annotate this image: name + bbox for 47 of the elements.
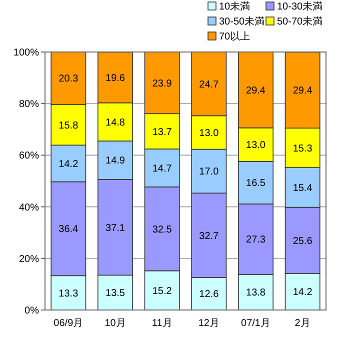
data-label: 14.8: [106, 117, 126, 128]
data-label: 14.2: [58, 158, 79, 170]
data-label: 15.2: [152, 286, 172, 297]
legend-label: 70以上: [219, 30, 250, 42]
legend-label: 10-30未満: [277, 0, 323, 12]
x-tick-label: 07/1月: [241, 318, 270, 329]
data-label: 24.7: [199, 79, 220, 90]
data-label: 12.6: [199, 289, 220, 300]
y-tick-label: 60%: [18, 150, 40, 162]
y-tick-label: 100%: [13, 48, 40, 58]
y-tick-label: 0%: [24, 306, 40, 316]
x-tick-label: 12月: [198, 318, 220, 329]
data-label: 20.3: [58, 74, 79, 85]
x-tick-label: 2月: [294, 318, 310, 329]
data-label: 23.9: [152, 78, 172, 90]
data-label: 13.7: [152, 126, 172, 138]
data-label: 32.7: [199, 230, 220, 242]
data-label: 17.0: [199, 166, 220, 178]
data-label: 13.8: [246, 288, 266, 299]
data-label: 16.5: [246, 178, 266, 190]
data-label: 29.4: [246, 85, 266, 96]
data-label: 13.0: [246, 140, 266, 152]
data-label: 37.1: [106, 222, 126, 234]
data-label: 36.4: [58, 224, 79, 236]
data-label: 15.8: [58, 120, 79, 132]
data-label: 32.5: [152, 224, 172, 236]
data-label: 27.3: [246, 234, 266, 246]
y-tick-label: 40%: [18, 202, 40, 214]
data-label: 14.7: [152, 163, 172, 174]
data-label: 14.2: [292, 287, 313, 298]
y-tick-label: 80%: [18, 99, 40, 110]
legend-label: 50-70未満: [277, 16, 323, 28]
x-tick-label: 11月: [152, 318, 172, 329]
data-label: 15.4: [292, 182, 313, 194]
legend-label: 30-50未満: [219, 16, 265, 28]
data-label: 13.3: [58, 288, 79, 300]
y-tick-label: 20%: [18, 254, 40, 265]
legend-label: 10未満: [219, 0, 250, 12]
data-label: 14.9: [106, 156, 126, 167]
data-label: 15.3: [292, 143, 313, 154]
data-label: 13.0: [199, 128, 220, 139]
data-label: 29.4: [292, 86, 313, 97]
x-tick-label: 06/9月: [54, 318, 84, 329]
x-tick-label: 10月: [104, 318, 126, 329]
data-label: 13.5: [106, 288, 126, 300]
data-label: 25.6: [292, 236, 313, 247]
data-label: 19.6: [106, 73, 126, 84]
